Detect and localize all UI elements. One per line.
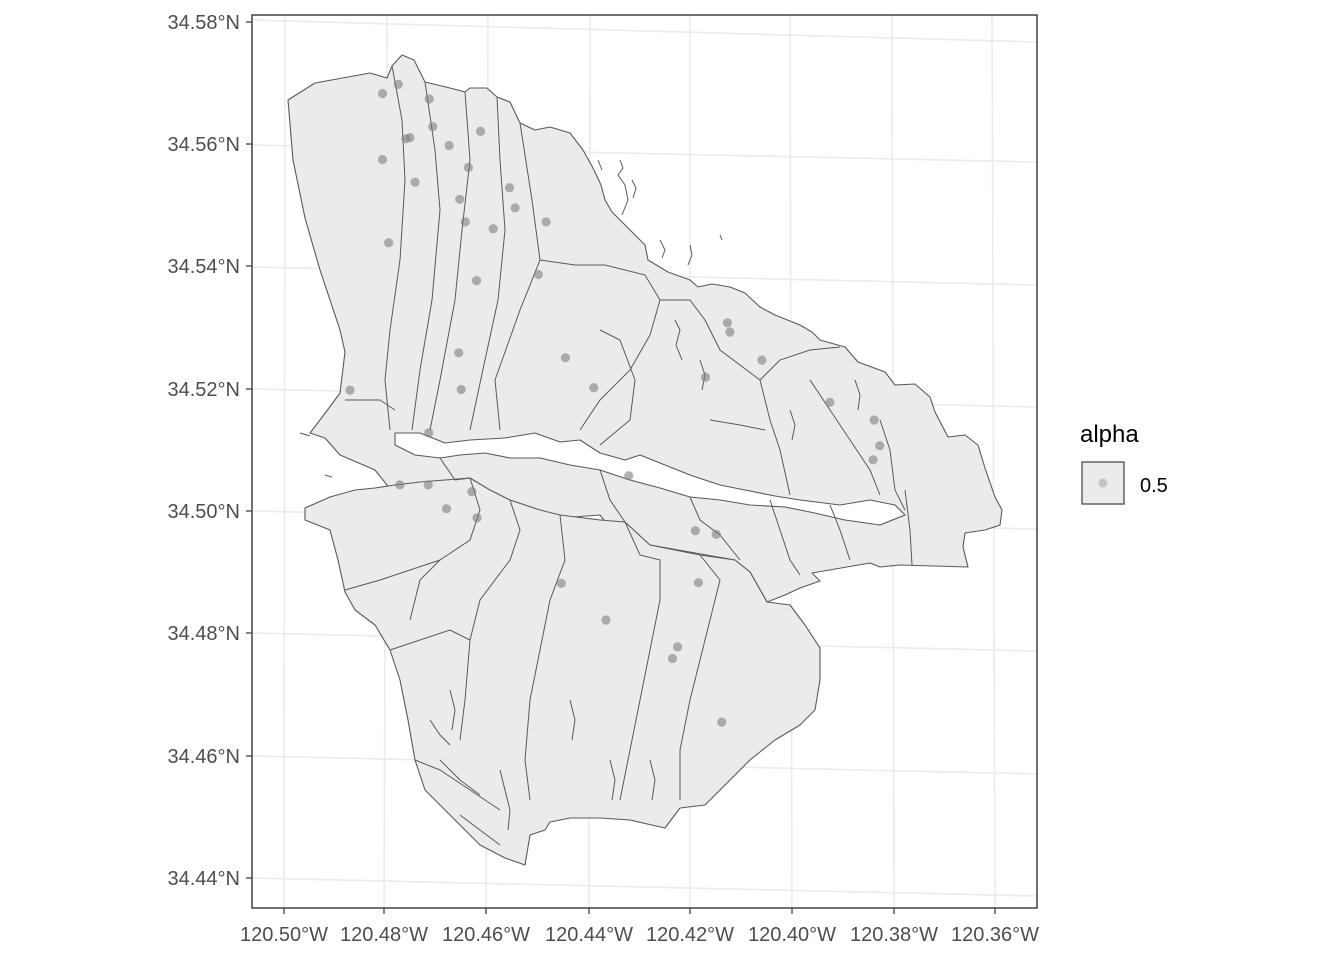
sample-point	[667, 653, 678, 664]
y-axis	[246, 21, 252, 879]
sample-point	[472, 513, 482, 523]
y-tick-label: 34.46°N	[168, 746, 241, 768]
y-tick-label: 34.58°N	[168, 12, 241, 34]
y-tick-label: 34.56°N	[168, 134, 241, 156]
sample-point	[725, 327, 735, 337]
sample-point	[444, 140, 454, 151]
sample-point	[693, 578, 704, 588]
sample-point	[467, 487, 477, 497]
sample-point	[454, 348, 464, 358]
sample-point	[460, 217, 470, 227]
sample-point	[423, 480, 433, 490]
sample-point	[456, 384, 466, 395]
legend-title: alpha	[1080, 421, 1139, 448]
sample-point	[711, 529, 721, 540]
sample-point	[601, 615, 611, 625]
sample-point	[463, 162, 473, 173]
sample-point	[589, 383, 599, 393]
sample-point	[377, 155, 388, 165]
sample-point	[673, 642, 683, 652]
sample-point	[700, 372, 711, 382]
legend-key	[1081, 461, 1125, 505]
sample-point	[475, 126, 486, 136]
legend-label: 0.5	[1140, 475, 1168, 497]
x-tick-label: 120.38°W	[850, 924, 938, 946]
sample-point	[345, 385, 355, 395]
sample-point	[428, 122, 438, 132]
y-tick-label: 34.50°N	[168, 501, 241, 523]
sample-point	[717, 717, 727, 727]
sample-point	[384, 238, 394, 248]
legend: alpha 0.5	[1080, 421, 1168, 505]
sample-point	[556, 578, 566, 588]
sample-point	[533, 269, 544, 280]
y-tick-label: 34.48°N	[168, 623, 241, 645]
x-tick-label: 120.36°W	[951, 924, 1039, 946]
y-tick-label: 34.52°N	[168, 379, 241, 401]
x-tick-label: 120.50°W	[240, 924, 328, 946]
x-tick-label: 120.44°W	[545, 924, 633, 946]
sample-point	[869, 415, 879, 425]
x-tick-label: 120.46°W	[442, 924, 530, 946]
sample-point	[504, 183, 515, 193]
legend-point	[1098, 478, 1108, 488]
sample-point	[393, 79, 403, 89]
sample-point	[624, 471, 634, 481]
plot-frame	[251, 14, 1038, 909]
y-tick-label: 34.54°N	[168, 256, 241, 278]
sample-point	[401, 134, 411, 144]
subbasin-boundaries	[344, 65, 913, 811]
sample-point	[868, 455, 878, 465]
sample-point	[377, 88, 388, 99]
x-axis	[283, 908, 996, 914]
x-tick-label: 120.42°W	[646, 924, 734, 946]
sample-point	[395, 480, 405, 490]
sample-point	[424, 94, 434, 104]
sample-point	[875, 441, 885, 451]
sample-point	[510, 203, 520, 213]
stream-fragments	[299, 159, 861, 846]
sample-point	[441, 504, 452, 514]
y-tick-label: 34.44°N	[168, 868, 241, 890]
sample-point	[410, 177, 420, 187]
sample-point	[722, 318, 733, 328]
sample-point	[825, 397, 835, 407]
sample-point	[757, 355, 767, 365]
sample-point	[488, 224, 498, 234]
x-tick-label: 120.48°W	[340, 924, 428, 946]
sample-point	[455, 194, 465, 204]
sample-point	[424, 428, 434, 438]
points-layer	[345, 79, 885, 727]
sample-point	[690, 526, 701, 536]
x-tick-label: 120.40°W	[748, 924, 836, 946]
sample-point	[541, 217, 551, 227]
sample-point	[560, 353, 571, 363]
sample-point	[471, 276, 482, 286]
